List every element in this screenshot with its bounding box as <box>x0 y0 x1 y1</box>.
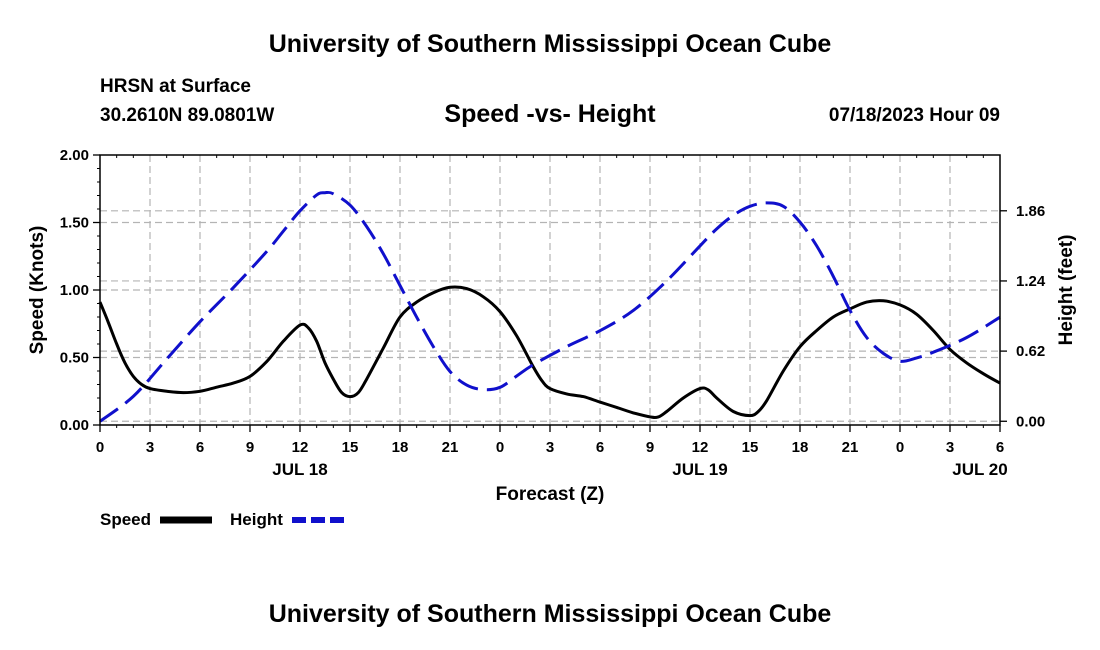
series-layer <box>98 190 1001 423</box>
x-tick-label: 15 <box>742 439 759 456</box>
series-line-speed <box>98 285 1001 419</box>
x-tick-label: 12 <box>292 439 309 456</box>
y2-tick-label: 1.86 <box>1016 203 1045 220</box>
ticks: 0 3 6 9 12 15 18 21 0 3 6 9 12 15 18 21 0 3 6 0.00 0.50 1.00 1… <box>60 147 1046 479</box>
x-tick-label: 9 <box>646 439 654 456</box>
x-tick-label: 3 <box>946 439 954 456</box>
legend: Speed Height <box>100 510 344 529</box>
date-label: JUL 18 <box>272 460 327 479</box>
x-tick-label: 6 <box>996 439 1004 456</box>
y2-tick-label: 0.62 <box>1016 343 1045 360</box>
y-tick-label: 0.00 <box>60 417 89 434</box>
coordinates-label: 30.2610N 89.0801W <box>100 105 275 126</box>
station-label: HRSN at Surface <box>100 76 251 97</box>
x-tick-label: 18 <box>792 439 809 456</box>
legend-label-speed: Speed <box>100 510 151 529</box>
footer-title: University of Southern Mississippi Ocean… <box>268 600 832 628</box>
x-tick-label: 0 <box>96 439 104 456</box>
y2-axis-label: Height (feet) <box>1056 235 1077 346</box>
y-tick-label: 2.00 <box>60 147 89 164</box>
x-tick-label: 3 <box>546 439 554 456</box>
y-axis-label: Speed (Knots) <box>27 226 48 355</box>
y-tick-label: 1.00 <box>60 282 89 299</box>
y2-tick-label: 1.24 <box>1016 273 1046 290</box>
y-tick-label: 1.50 <box>60 215 89 232</box>
x-tick-label: 6 <box>596 439 604 456</box>
y-tick-label: 0.50 <box>60 350 89 367</box>
x-tick-label: 21 <box>442 439 459 456</box>
x-axis-label: Forecast (Z) <box>496 484 605 505</box>
x-tick-label: 9 <box>246 439 254 456</box>
x-tick-label: 0 <box>896 439 904 456</box>
x-tick-label: 12 <box>692 439 709 456</box>
page-title: University of Southern Mississippi Ocean… <box>268 30 832 58</box>
y2-tick-label: 0.00 <box>1016 413 1045 430</box>
x-tick-label: 3 <box>146 439 154 456</box>
series-line-height <box>99 190 1001 423</box>
x-tick-label: 21 <box>842 439 859 456</box>
x-tick-label: 0 <box>496 439 504 456</box>
chart-title: Speed -vs- Height <box>444 100 656 128</box>
datetime-label: 07/18/2023 Hour 09 <box>828 105 1000 126</box>
x-tick-label: 6 <box>196 439 204 456</box>
legend-label-height: Height <box>230 510 283 529</box>
date-label: JUL 19 <box>672 460 727 479</box>
x-tick-label: 15 <box>342 439 359 456</box>
date-label: JUL 20 <box>952 460 1007 479</box>
x-tick-label: 18 <box>392 439 409 456</box>
grid <box>100 155 1000 425</box>
